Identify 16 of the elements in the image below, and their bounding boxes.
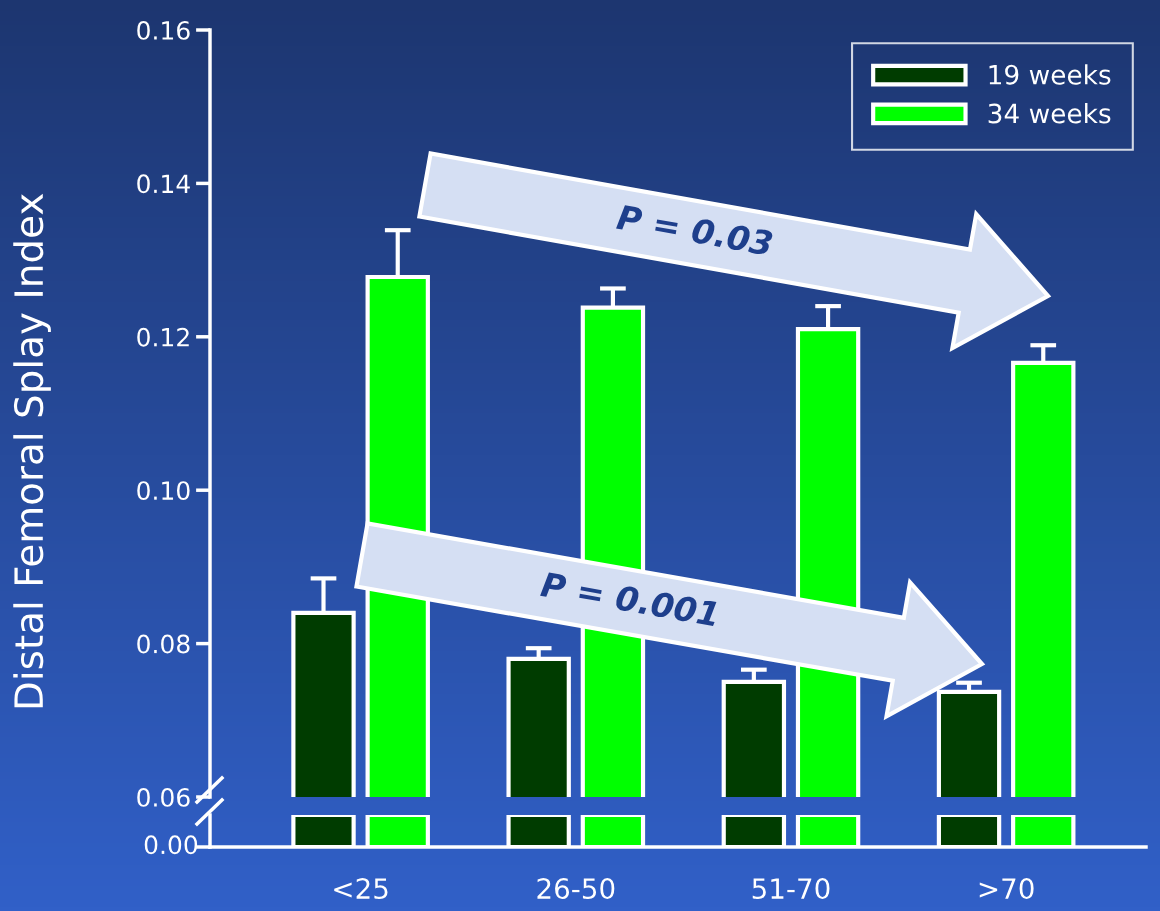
y-tick-label: 0.14 [137, 174, 190, 194]
x-tick-label: 51-70 [752, 878, 830, 900]
legend-label: 34 weeks [988, 103, 1111, 124]
legend-label: 19 weeks [989, 64, 1111, 85]
x-tick-label: 26-50 [537, 878, 615, 900]
y-tick-label: 0.06 [137, 787, 190, 807]
y-axis-title: Distal Femoral Splay Index [13, 193, 51, 708]
x-tick-label: >70 [979, 878, 1034, 900]
annotation: P = 0.001 [540, 571, 719, 627]
y-tick-label: 0.10 [137, 481, 190, 501]
x-tick-label: <25 [334, 878, 388, 900]
text: 0.00 [144, 835, 198, 855]
annotation: P = 0.03 [615, 204, 774, 257]
y-tick-label: 0.16 [137, 20, 190, 40]
y-tick-label: 0.12 [137, 327, 189, 347]
y-tick-label: 0.08 [137, 634, 190, 654]
